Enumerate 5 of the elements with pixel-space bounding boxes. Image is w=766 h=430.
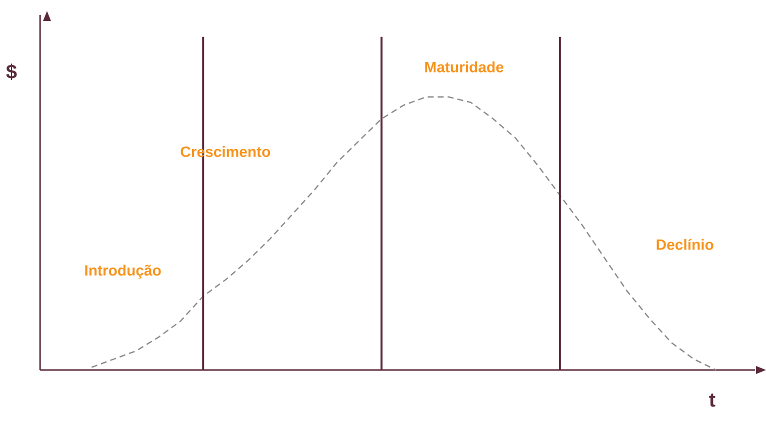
- x-axis-title: t: [709, 394, 716, 407]
- text: Maturidade: [425, 61, 504, 72]
- annotation: Introdução: [85, 264, 161, 279]
- y-axis-title: $: [6, 64, 17, 80]
- annotation: Declínio: [656, 238, 714, 250]
